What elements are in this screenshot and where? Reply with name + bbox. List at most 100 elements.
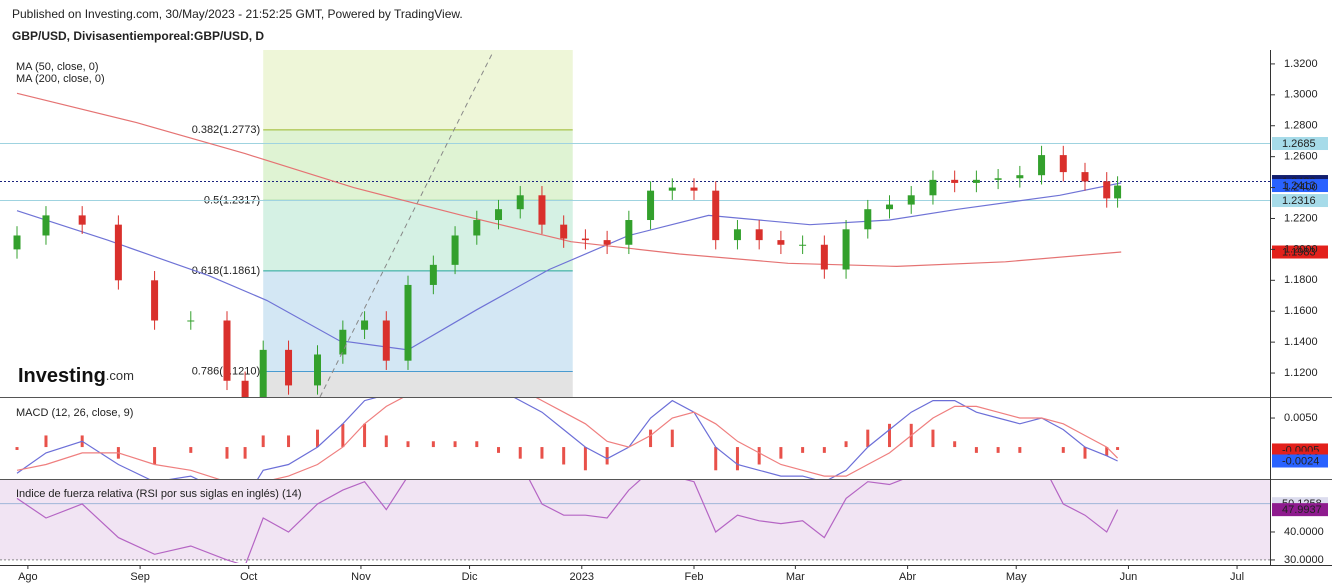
histogram-bar [518, 447, 522, 459]
histogram-bar [261, 435, 265, 448]
macd-line [16, 398, 1118, 479]
candle-body [1081, 172, 1089, 182]
candle-body [42, 215, 50, 236]
candle-body [799, 244, 807, 246]
logo-brand: Investing [18, 365, 106, 387]
histogram-bar [243, 447, 247, 459]
histogram-bar [735, 447, 739, 471]
candle-body [429, 264, 437, 285]
histogram-bar [1061, 447, 1065, 453]
histogram-bar [44, 435, 48, 448]
histogram-bar [714, 447, 718, 471]
candle-body [538, 195, 546, 225]
macd-panel [15, 398, 1120, 479]
candle-body [1103, 181, 1111, 199]
candle-body [285, 349, 293, 386]
x-tick-label: Ago [18, 571, 38, 583]
fib-zone [263, 50, 573, 130]
histogram-bar [384, 435, 388, 448]
x-tick-label: Dic [462, 571, 478, 583]
histogram-bar [953, 441, 957, 448]
fib-zone [263, 129, 573, 201]
histogram-bar [757, 447, 761, 465]
histogram-bar [540, 447, 544, 459]
x-tick-label: Jun [1120, 571, 1138, 583]
candle-body [361, 320, 369, 330]
histogram-bar [974, 447, 978, 453]
badge-label: -0.0024 [1282, 455, 1319, 467]
candle-body [647, 190, 655, 221]
candle-body [187, 320, 195, 322]
candle-body [382, 320, 390, 361]
histogram-bar [583, 447, 587, 471]
histogram-bar [1116, 447, 1120, 450]
y-tick-label: 40.0000 [1284, 526, 1324, 538]
x-tick-label: Sep [130, 571, 150, 583]
candle-body [864, 209, 872, 230]
x-tick-label: Oct [240, 571, 257, 583]
y-tick-label: 1.2000 [1284, 243, 1318, 255]
badge-label: 47.9937 [1282, 504, 1322, 516]
candle-body [495, 209, 503, 221]
histogram-bar [1083, 447, 1087, 459]
badge-label: 1.2413 [1282, 180, 1316, 192]
histogram-bar [341, 423, 345, 448]
fib-zone [263, 200, 573, 271]
y-tick-label: 1.2400 [1284, 181, 1318, 193]
candle-body [1059, 155, 1067, 173]
histogram-bar [649, 429, 653, 448]
x-tick-label: May [1006, 571, 1027, 583]
fib-label: 0.618(1.1861) [192, 265, 261, 277]
histogram-bar [996, 447, 1000, 453]
candle-body [151, 280, 159, 321]
candle-body [581, 238, 589, 241]
trend-line [319, 51, 494, 398]
rsi-panel [0, 480, 1270, 563]
value-badge [1272, 454, 1328, 468]
candle-body [314, 354, 321, 386]
candle-body [1114, 185, 1122, 199]
histogram-bar [453, 441, 457, 448]
candle-body [603, 240, 611, 245]
candle-body [625, 220, 633, 245]
candle-body [78, 215, 86, 225]
histogram-bar [287, 435, 291, 448]
logo-suffix: .com [106, 368, 134, 383]
fib-zone [263, 371, 573, 397]
candle-body [668, 187, 676, 191]
candle-body [929, 179, 937, 196]
candle-body [994, 178, 1002, 180]
candle-body [1016, 175, 1024, 179]
histogram-bar [363, 423, 367, 448]
candle-body [777, 240, 785, 245]
histogram-bar [406, 441, 410, 448]
histogram-bar [497, 447, 501, 453]
value-badge [1272, 137, 1328, 151]
candle-body [451, 235, 459, 265]
candle-body [114, 224, 122, 281]
candle-body [516, 195, 524, 210]
candle-body [907, 195, 915, 205]
candle-body [473, 220, 481, 236]
published-note: Published on Investing.com, 30/May/2023 … [12, 7, 463, 21]
candle-body [755, 229, 763, 241]
logo: Investing.com [18, 365, 134, 387]
x-tick-label: Mar [786, 571, 805, 583]
price-panel: 0.382(1.2773)0.5(1.2317)0.618(1.1861)0.7… [0, 50, 1270, 397]
moving-average [16, 92, 1122, 268]
candle-body [241, 380, 249, 397]
candle-body [886, 204, 894, 210]
histogram-bar [1105, 447, 1109, 456]
badge-label: 1.2685 [1282, 138, 1316, 150]
value-badge [1272, 245, 1328, 259]
rsi-title: Indice de fuerza relativa (RSI por sus s… [16, 488, 302, 500]
histogram-bar [316, 429, 319, 448]
y-tick-label: 0.0050 [1284, 412, 1318, 424]
x-tick-label: Jul [1230, 571, 1244, 583]
histogram-bar [866, 429, 870, 448]
candle-body [972, 179, 980, 183]
histogram-bar [225, 447, 229, 459]
badge-label: 1.2316 [1282, 195, 1316, 207]
x-tick-label: Abr [899, 571, 916, 583]
value-badge [1272, 503, 1328, 517]
